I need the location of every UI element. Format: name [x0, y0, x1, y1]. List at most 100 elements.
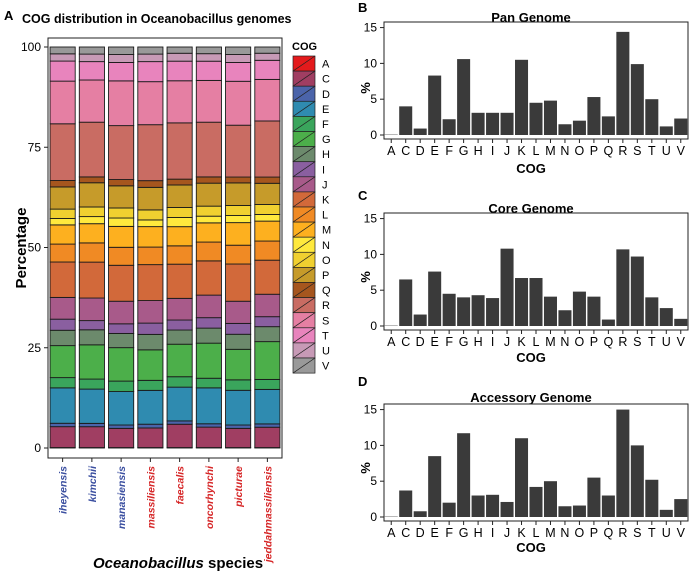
stacked-segment-D [78, 422, 105, 428]
stacked-segment-F [78, 378, 105, 390]
stacked-segment-E [166, 386, 193, 422]
stacked-segment-D [108, 424, 135, 429]
bar-S [630, 256, 644, 326]
bar-H [471, 495, 485, 517]
y-tick-label: 75 [28, 140, 42, 154]
bar-F [442, 293, 456, 326]
bar-D [413, 128, 427, 135]
bar-R [616, 31, 630, 135]
x-tick-label: I [491, 144, 494, 158]
bar-J [500, 501, 514, 517]
stacked-segment-M [195, 222, 222, 243]
legend-label-L: L [322, 210, 328, 222]
panel-a-xlabel: Oceanobacillus species [93, 555, 263, 572]
legend-label-T: T [322, 330, 329, 342]
species-label: manasiensis [116, 466, 128, 529]
x-tick-label: H [474, 335, 483, 349]
bar-I [486, 112, 500, 135]
stacked-segment-V [166, 46, 193, 54]
x-tick-label: L [533, 335, 540, 349]
y-tick-label: 25 [28, 341, 42, 355]
y-tick-label: 100 [21, 40, 41, 54]
stacked-segment-G [195, 342, 222, 379]
bar-L [529, 486, 543, 517]
x-tick-label: D [416, 335, 425, 349]
stacked-segment-U [137, 53, 164, 63]
bar-N [558, 310, 572, 326]
legend-swatch-diagonal [292, 161, 316, 178]
x-tick-label: C [401, 526, 410, 540]
x-tick-label: A [387, 526, 396, 540]
stacked-segment-N [78, 216, 105, 225]
legend-swatch-diagonal [292, 131, 316, 147]
panel-d-title: Accessory Genome [470, 390, 591, 405]
stacked-segment-R [49, 123, 76, 181]
stacked-segment-L [49, 243, 76, 263]
stacked-segment-K [254, 259, 281, 295]
stacked-segment-M [78, 223, 105, 244]
legend-label-M: M [322, 225, 331, 237]
stacked-segment-T [108, 62, 135, 82]
panel-b-label: B [358, 0, 367, 15]
stacked-segment-C [166, 423, 193, 449]
y-tick-label: 50 [28, 241, 42, 255]
bar-D [413, 511, 427, 517]
x-tick-label: E [430, 335, 438, 349]
bar-O [572, 291, 586, 326]
bar-Q [601, 116, 615, 135]
legend-label-G: G [322, 134, 331, 146]
stacked-segment-Q [78, 176, 105, 184]
y-tick-label: 10 [364, 438, 378, 452]
stacked-segment-T [195, 60, 222, 81]
bar-H [471, 295, 485, 326]
stacked-segment-U [108, 54, 135, 63]
x-tick-label: T [648, 526, 656, 540]
legend-label-F: F [322, 119, 329, 131]
bar-G [457, 297, 471, 326]
panel-a-xlabel-suffix: species [208, 555, 263, 572]
x-tick-label: T [648, 144, 656, 158]
x-tick-label: P [590, 526, 598, 540]
x-tick-label: U [662, 526, 671, 540]
x-tick-label: P [590, 335, 598, 349]
x-tick-label: Q [604, 144, 614, 158]
stacked-segment-H [225, 333, 252, 350]
bar-L [529, 102, 543, 135]
bar-J [500, 112, 514, 135]
species-label: massiliensis [145, 466, 157, 529]
panel-d-label: D [358, 374, 367, 389]
stacked-segment-H [49, 329, 76, 347]
x-tick-label: N [560, 335, 569, 349]
legend-swatch-diagonal [292, 221, 316, 238]
stacked-segment-V [254, 46, 281, 54]
legend-swatch-diagonal [292, 116, 316, 132]
legend-swatch-diagonal [292, 252, 316, 268]
stacked-segment-U [49, 53, 76, 62]
stacked-segment-G [166, 343, 193, 378]
x-tick-label: V [677, 335, 686, 349]
stacked-segment-H [254, 326, 281, 343]
stacked-segment-E [195, 387, 222, 425]
y-tick-label: 10 [364, 247, 378, 261]
legend-label-V: V [322, 361, 330, 373]
bar-I [486, 298, 500, 326]
stacked-segment-O [254, 204, 281, 215]
species-label: kimchii [87, 465, 99, 502]
stacked-segment-V [137, 46, 164, 55]
x-tick-label: S [633, 144, 641, 158]
panel-a-xlabel-genus: Oceanobacillus [93, 555, 204, 572]
stacked-segment-F [195, 377, 222, 389]
bar-O [572, 505, 586, 517]
x-tick-label: G [459, 526, 469, 540]
stacked-segment-J [78, 297, 105, 322]
x-tick-label: D [416, 144, 425, 158]
bar-F [442, 119, 456, 135]
stacked-segment-T [166, 60, 193, 82]
x-tick-label: F [445, 526, 453, 540]
x-tick-label: P [590, 144, 598, 158]
x-tick-label: M [545, 526, 555, 540]
legend-swatch-diagonal [292, 206, 316, 223]
stacked-segment-K [225, 263, 252, 302]
stacked-segment-J [195, 294, 222, 319]
species-label: jeddahmassiliensis [262, 466, 274, 564]
